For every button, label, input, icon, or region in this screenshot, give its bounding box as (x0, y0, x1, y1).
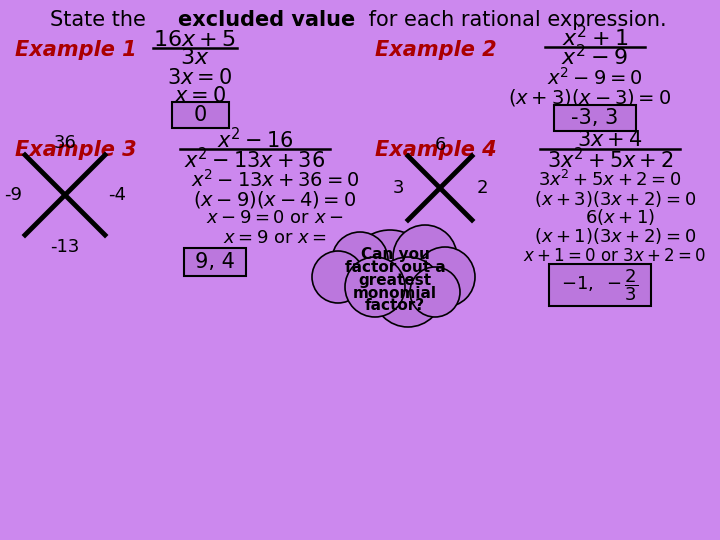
Text: $x^2-13x+36$: $x^2-13x+36$ (184, 147, 325, 173)
Text: Example 3: Example 3 (15, 140, 137, 160)
Text: $3x$: $3x$ (180, 48, 210, 68)
Text: 3: 3 (392, 179, 404, 197)
Text: 0: 0 (194, 105, 207, 125)
Circle shape (393, 225, 457, 289)
Text: $x^2-9$: $x^2-9$ (562, 44, 629, 70)
Circle shape (345, 257, 405, 317)
Text: $x^2+1$: $x^2+1$ (562, 25, 629, 51)
Text: $(x+1)(3x+2)=0$: $(x+1)(3x+2)=0$ (534, 226, 696, 246)
Text: excluded value: excluded value (178, 10, 355, 30)
Text: 9, 4: 9, 4 (195, 252, 235, 272)
Text: Example 1: Example 1 (15, 40, 137, 60)
Text: $-1,\ -\dfrac{2}{3}$: $-1,\ -\dfrac{2}{3}$ (562, 267, 639, 303)
Circle shape (312, 251, 364, 303)
Text: $(x+3)(x-3)=0$: $(x+3)(x-3)=0$ (508, 86, 672, 107)
Text: monomial: monomial (353, 286, 437, 300)
Text: $(x-9)(x-4)=0$: $(x-9)(x-4)=0$ (194, 188, 356, 210)
Text: $x^2-16$: $x^2-16$ (217, 127, 293, 153)
Text: $3x^2+5x+2=0$: $3x^2+5x+2=0$ (539, 170, 682, 190)
Text: $x+1=0$ or $3x+2=0$: $x+1=0$ or $3x+2=0$ (523, 247, 706, 265)
Text: State the: State the (50, 10, 153, 30)
Circle shape (415, 247, 475, 307)
FancyBboxPatch shape (171, 102, 228, 128)
Circle shape (410, 267, 460, 317)
Text: $3x^2+5x+2$: $3x^2+5x+2$ (546, 147, 673, 173)
Text: $x-9=0$ or $x-$: $x-9=0$ or $x-$ (207, 209, 343, 227)
Text: $x^2-13x+36=0$: $x^2-13x+36=0$ (191, 169, 359, 191)
Text: $6(x+1)$: $6(x+1)$ (585, 207, 655, 227)
FancyBboxPatch shape (554, 105, 636, 131)
Text: Example 2: Example 2 (375, 40, 497, 60)
Text: $x^2-9=0$: $x^2-9=0$ (547, 67, 643, 89)
Text: 36: 36 (53, 134, 76, 152)
Text: factor out a: factor out a (345, 260, 446, 274)
Text: 6: 6 (434, 136, 446, 154)
Text: for each rational expression.: for each rational expression. (362, 10, 667, 30)
Text: -4: -4 (108, 186, 126, 204)
Text: $x=0$: $x=0$ (174, 86, 226, 106)
Text: Can you: Can you (361, 246, 429, 261)
Text: 2: 2 (476, 179, 487, 197)
Text: -13: -13 (50, 238, 80, 256)
Text: $x=9$ or $x=$: $x=9$ or $x=$ (223, 229, 327, 247)
Text: $3x+4$: $3x+4$ (577, 130, 643, 150)
Circle shape (373, 257, 443, 327)
Text: $(x+3)(3x+2)=0$: $(x+3)(3x+2)=0$ (534, 189, 696, 209)
Circle shape (348, 230, 432, 314)
FancyBboxPatch shape (549, 264, 651, 306)
FancyBboxPatch shape (184, 248, 246, 276)
Circle shape (332, 232, 388, 288)
Text: -9: -9 (4, 186, 22, 204)
Text: $3x=0$: $3x=0$ (168, 68, 233, 88)
Text: -3, 3: -3, 3 (572, 108, 618, 128)
Text: factor?: factor? (365, 299, 425, 314)
Text: $16x+5$: $16x+5$ (153, 30, 237, 50)
Text: greatest: greatest (359, 273, 431, 287)
Text: Example 4: Example 4 (375, 140, 497, 160)
